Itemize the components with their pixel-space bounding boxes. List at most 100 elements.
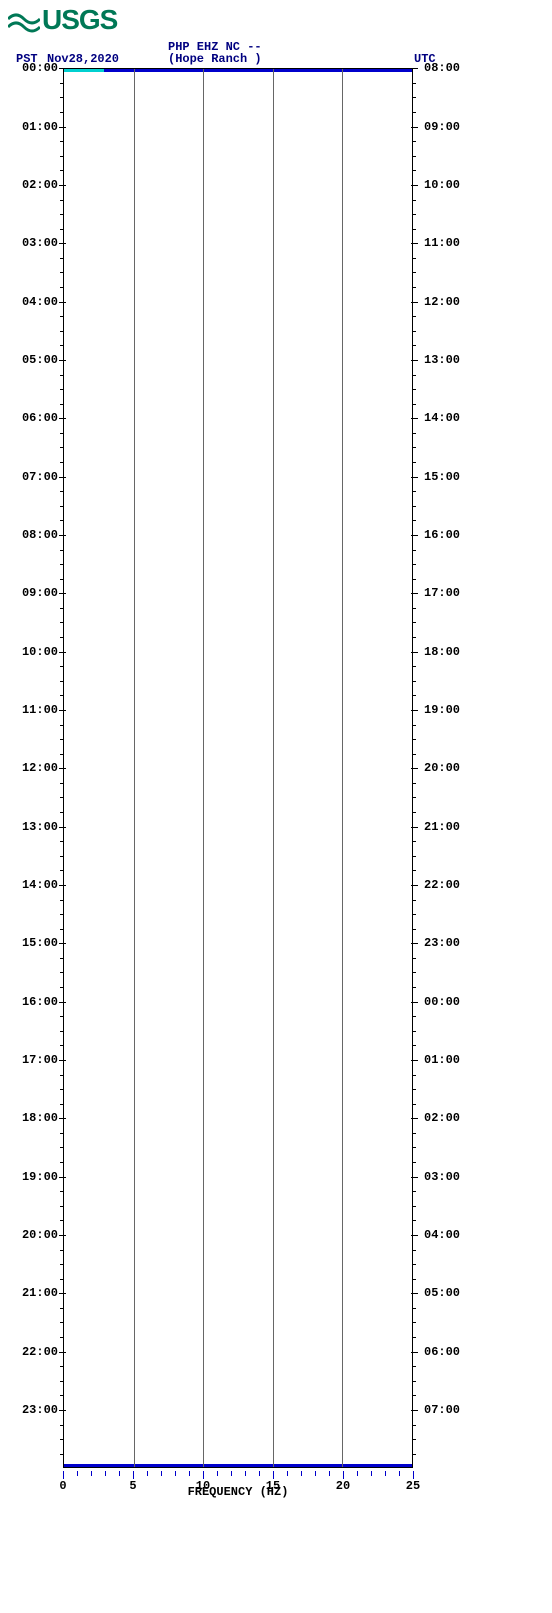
y-tick — [59, 943, 66, 944]
x-tick — [217, 1471, 218, 1476]
y-tick — [59, 1410, 66, 1411]
y-minor-tick — [412, 1031, 416, 1032]
y-tick — [411, 652, 418, 653]
y-label-left: 15:00 — [0, 936, 58, 950]
y-minor-tick — [60, 1016, 64, 1017]
y-minor-tick — [412, 433, 416, 434]
y-minor-tick — [60, 1366, 64, 1367]
y-minor-tick — [412, 1322, 416, 1323]
y-minor-tick — [60, 1264, 64, 1265]
y-label-left: 07:00 — [0, 470, 58, 484]
x-tick — [133, 1471, 134, 1479]
y-minor-tick — [412, 1075, 416, 1076]
x-axis-title: FREQUENCY (HZ) — [63, 1485, 413, 1499]
y-minor-tick — [60, 637, 64, 638]
x-tick — [63, 1471, 64, 1479]
y-minor-tick — [412, 754, 416, 755]
y-minor-tick — [412, 170, 416, 171]
y-tick — [59, 1177, 66, 1178]
chart-header: PST Nov28,2020 PHP EHZ NC -- (Hope Ranch… — [0, 38, 552, 68]
y-tick — [411, 68, 418, 69]
y-minor-tick — [412, 1308, 416, 1309]
y-tick — [59, 1060, 66, 1061]
y-minor-tick — [60, 1308, 64, 1309]
y-tick — [411, 827, 418, 828]
y-tick — [59, 185, 66, 186]
y-label-left: 01:00 — [0, 120, 58, 134]
y-minor-tick — [412, 156, 416, 157]
y-minor-tick — [60, 1075, 64, 1076]
y-minor-tick — [412, 462, 416, 463]
y-label-right: 07:00 — [424, 1403, 460, 1417]
y-label-left: 13:00 — [0, 820, 58, 834]
y-tick — [411, 302, 418, 303]
y-minor-tick — [60, 579, 64, 580]
y-tick — [411, 1352, 418, 1353]
y-minor-tick — [60, 506, 64, 507]
y-minor-tick — [412, 870, 416, 871]
y-minor-tick — [60, 725, 64, 726]
x-tick — [245, 1471, 246, 1476]
y-minor-tick — [412, 1104, 416, 1105]
y-minor-tick — [412, 1206, 416, 1207]
y-minor-tick — [60, 1133, 64, 1134]
y-tick — [59, 477, 66, 478]
y-minor-tick — [60, 1191, 64, 1192]
y-label-left: 18:00 — [0, 1111, 58, 1125]
y-minor-tick — [60, 141, 64, 142]
y-minor-tick — [412, 141, 416, 142]
x-tick — [413, 1471, 414, 1479]
y-label-left: 11:00 — [0, 703, 58, 717]
y-label-right: 04:00 — [424, 1228, 460, 1242]
y-minor-tick — [60, 214, 64, 215]
y-minor-tick — [60, 666, 64, 667]
y-minor-tick — [412, 1250, 416, 1251]
y-minor-tick — [412, 958, 416, 959]
y-minor-tick — [60, 272, 64, 273]
y-minor-tick — [412, 97, 416, 98]
y-minor-tick — [412, 375, 416, 376]
x-tick — [259, 1471, 260, 1476]
y-tick — [411, 943, 418, 944]
x-tick — [315, 1471, 316, 1476]
y-label-left: 20:00 — [0, 1228, 58, 1242]
y-minor-tick — [60, 229, 64, 230]
header-title-2: (Hope Ranch ) — [168, 52, 262, 66]
y-minor-tick — [412, 491, 416, 492]
y-minor-tick — [60, 447, 64, 448]
y-label-right: 18:00 — [424, 645, 460, 659]
y-label-left: 00:00 — [0, 61, 58, 75]
y-minor-tick — [60, 972, 64, 973]
y-label-right: 13:00 — [424, 353, 460, 367]
y-minor-tick — [60, 856, 64, 857]
y-minor-tick — [60, 914, 64, 915]
y-minor-tick — [60, 870, 64, 871]
x-tick — [385, 1471, 386, 1476]
gridline — [342, 69, 343, 1467]
y-minor-tick — [60, 1045, 64, 1046]
gridline — [273, 69, 274, 1467]
y-minor-tick — [412, 1220, 416, 1221]
y-tick — [411, 1060, 418, 1061]
usgs-logo: USGS — [0, 0, 552, 38]
y-label-right: 03:00 — [424, 1170, 460, 1184]
y-tick — [411, 885, 418, 886]
y-minor-tick — [60, 83, 64, 84]
y-tick — [411, 1002, 418, 1003]
y-label-right: 15:00 — [424, 470, 460, 484]
y-minor-tick — [412, 1264, 416, 1265]
y-minor-tick — [412, 622, 416, 623]
y-label-left: 16:00 — [0, 995, 58, 1009]
y-tick — [411, 1118, 418, 1119]
x-tick — [357, 1471, 358, 1476]
y-minor-tick — [60, 1381, 64, 1382]
y-minor-tick — [60, 1104, 64, 1105]
y-minor-tick — [412, 608, 416, 609]
y-minor-tick — [60, 462, 64, 463]
y-minor-tick — [412, 914, 416, 915]
y-minor-tick — [60, 1206, 64, 1207]
y-minor-tick — [412, 200, 416, 201]
y-minor-tick — [412, 797, 416, 798]
y-label-right: 08:00 — [424, 61, 460, 75]
y-minor-tick — [412, 1366, 416, 1367]
